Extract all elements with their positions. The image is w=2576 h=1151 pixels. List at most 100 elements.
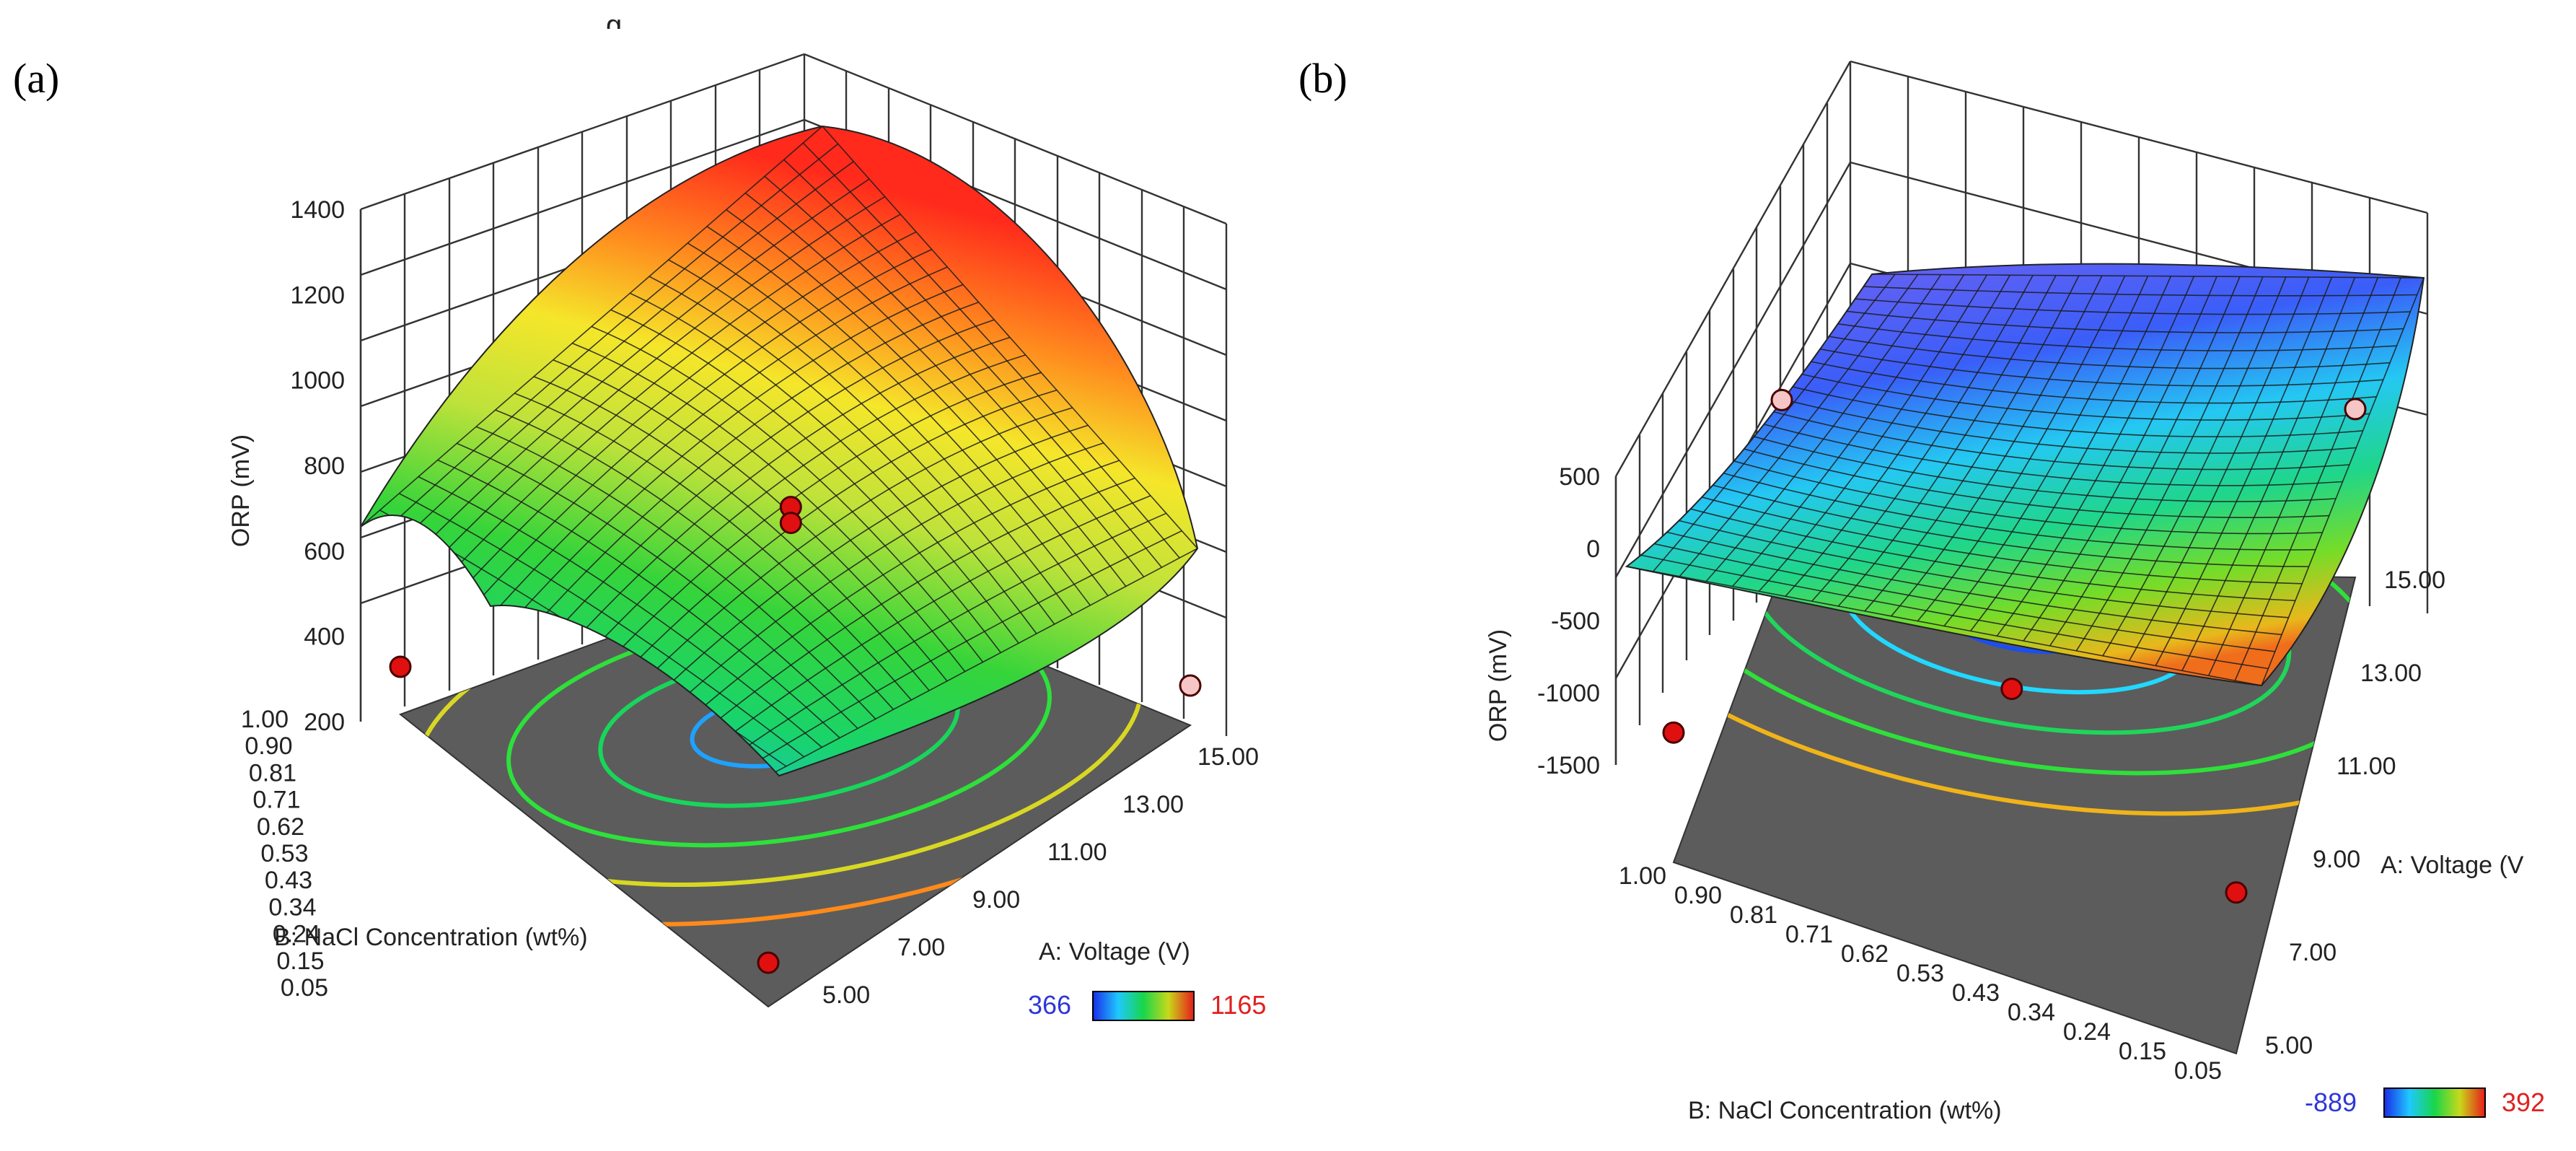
x-axis-title-a: A: Voltage (V) [1039,938,1190,966]
color-legend-a: 366 1165 [1028,990,1266,1021]
y-tick-label: 0.71 [252,787,300,814]
response-surface-b [1625,263,2425,687]
z-tick-label: 1200 [290,281,345,309]
design-point [779,512,802,535]
x-tick-label: 7.00 [2289,939,2337,966]
y-tick-label: 0.24 [273,921,320,948]
z-tick-label: 800 [304,452,345,480]
y-tick-label: 0.15 [276,948,324,975]
x-tick-label: 9.00 [972,886,1020,914]
y-tick-label: 0.62 [1841,940,1889,968]
x-tick-label: 5.00 [2265,1032,2313,1059]
response-surface-a [360,125,1199,777]
x-tick-label: 13.00 [2360,660,2422,687]
y-tick-label: 0.05 [2174,1057,2222,1085]
y-axis-ticks-a: 0.050.150.240.340.430.530.620.710.810.90… [241,706,328,1002]
x-axis-ticks-b: 5.00 7.00 9.00 11.00 13.00 15.00 [2265,566,2445,1059]
z-tick-label: -1500 [1537,752,1600,779]
x-tick-label: 9.00 [2313,846,2360,873]
y-axis-title-a: B: NaCl Concentration (wt%) [274,924,588,951]
y-axis-ticks-b: 0.05 0.15 0.24 0.34 0.43 0.53 0.62 0.71 0.81 0.90… [1619,862,2222,1085]
y-tick-label: 0.71 [1785,921,1833,948]
z-axis-a: 200 400 600 800 1000 1200 1400 [290,196,362,736]
y-tick-label: 0.90 [1674,882,1722,909]
mesh-line [1861,286,2417,297]
mesh-line [1851,298,2411,315]
z-tick-label: 600 [304,538,345,565]
mesh-line [822,126,1197,549]
mesh-line [1841,310,2404,333]
floor-plane-b [1672,569,2357,1055]
design-point [1179,674,1202,697]
y-tick-label: 0.05 [281,974,328,1002]
z-tick-label: 200 [304,709,345,736]
z-tick-label: 1000 [290,367,345,395]
y-tick-label: 0.62 [257,813,304,841]
legend-max-label-a: 1165 [1210,990,1266,1020]
panel-label-a: (a) [13,55,59,102]
color-legend-b: -889 392 [2305,1087,2545,1118]
mesh-line [1653,273,1896,572]
design-point [2225,881,2248,904]
contour-line [1674,570,2355,776]
z-tick-label: 400 [304,623,345,651]
chart-panel-a: (a) [13,53,1266,1021]
mesh-line [428,196,886,569]
contour-line [1674,570,2355,816]
mesh-line [394,161,854,548]
legend-min-label-a: 366 [1028,990,1071,1020]
contour-line [1748,570,2292,735]
x-tick-label: 5.00 [822,981,870,1009]
panel-label-b: (b) [1298,55,1348,102]
legend-bar-a [1092,991,1195,1021]
y-tick-label: 0.53 [260,840,308,867]
legend-min-label-b: -889 [2305,1087,2357,1117]
y-tick-label: 0.81 [249,759,296,787]
design-point [389,655,412,678]
chart-panel-b: (b) [1298,55,2545,1124]
mesh-line [764,175,1145,577]
design-point [1770,388,1793,411]
contour-line [400,566,1190,927]
y-tick-label: 1.00 [1619,862,1666,890]
z-tick-label: 0 [1586,535,1600,563]
design-points-b [1662,388,2367,904]
legend-bar-b [2383,1087,2486,1118]
z-tick-label: -500 [1551,608,1600,635]
z-axis-title-b: ORP (mV) [1485,629,1512,742]
x-tick-label: 11.00 [1047,839,1107,866]
y-tick-label: 1.00 [241,706,289,733]
z-axis-b: -1500 -1000 -500 0 500 [1537,463,1617,779]
z-tick-label: -1000 [1537,680,1600,707]
y-tick-label: 0.43 [265,867,312,894]
design-point [757,951,780,974]
x-tick-label: 7.00 [897,934,945,961]
design-point [2000,678,2023,701]
partial-title-text: g [606,9,622,41]
y-tick-label: 0.53 [1896,960,1944,987]
x-axis-ticks-a: 5.00 7.00 9.00 11.00 13.00 15.00 [822,743,1259,1009]
y-tick-label: 0.34 [2008,999,2055,1026]
y-tick-label: 0.15 [2119,1038,2166,1065]
mesh-line [361,126,823,528]
y-tick-label: 0.34 [268,893,316,921]
mesh-line [1705,274,1942,582]
y-tick-label: 0.24 [2063,1018,2111,1046]
mesh-line [1679,273,1919,577]
y-axis-title-b: B: NaCl Concentration (wt%) [1688,1097,2002,1124]
y-tick-label: 0.81 [1730,901,1777,929]
legend-max-label-b: 392 [2502,1087,2545,1117]
x-tick-label: 15.00 [2384,566,2445,594]
surface-mesh-a [361,126,1197,776]
z-tick-label: 1400 [290,196,345,224]
design-point [1662,721,1685,744]
z-axis-title-a: ORP (mV) [227,434,255,547]
mesh-line [411,178,870,559]
design-point [2344,398,2367,421]
mesh-line [377,143,839,538]
x-tick-label: 15.00 [1197,743,1259,771]
mesh-line [802,142,1180,559]
mesh-line [1871,273,2424,279]
x-tick-label: 11.00 [2337,753,2396,780]
